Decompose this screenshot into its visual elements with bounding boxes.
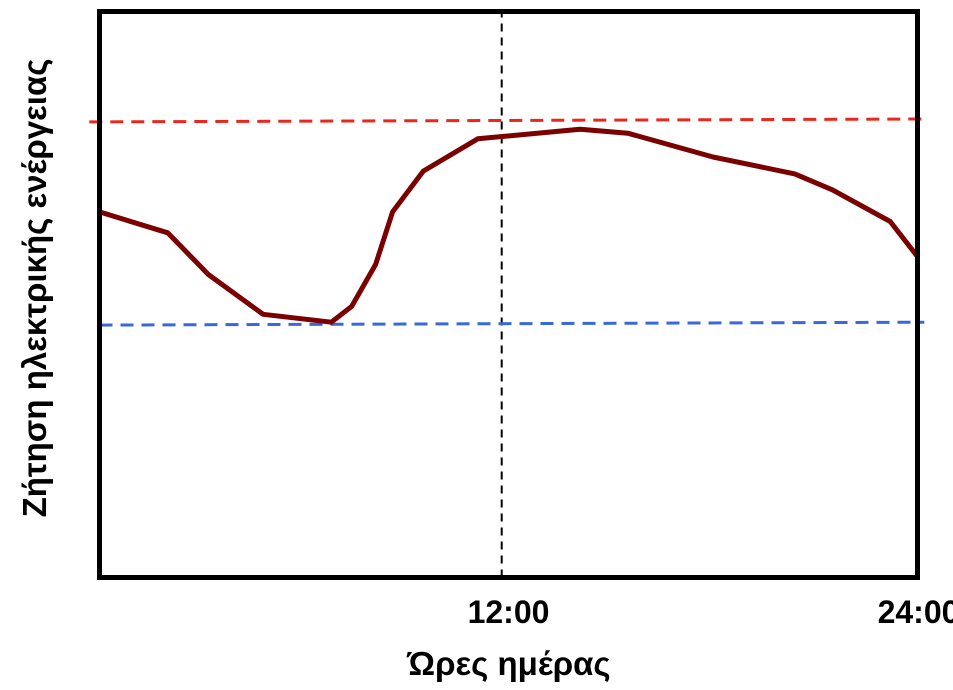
series-layer [89, 11, 925, 578]
x-tick-labels: 12:00 24:00 [468, 594, 953, 630]
x-tick-label: 24:00 [878, 594, 953, 630]
x-tick-label: 12:00 [468, 594, 550, 630]
min-demand-line [99, 320, 925, 327]
demand-curve [97, 126, 920, 325]
x-axis-title: Ώρες ημέρας [406, 645, 610, 682]
max-demand-line [89, 117, 925, 124]
plot-frame [97, 9, 920, 580]
y-axis-title: Ζήτηση ηλεκτρικής ενέργειας [16, 59, 53, 518]
